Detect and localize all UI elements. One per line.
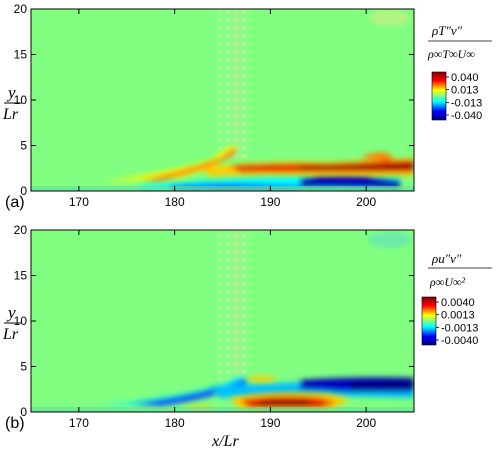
panel-b-colorbar-tick-label: -0.0013 bbox=[441, 322, 478, 334]
panel-a-positive-layer bbox=[100, 145, 414, 182]
panel-b-colorbar-tick-label: -0.0040 bbox=[441, 335, 478, 347]
panel-a-wave-core bbox=[232, 9, 242, 159]
panel-a-ytick-label: 20 bbox=[14, 2, 28, 16]
panel-b-xtick-label: 180 bbox=[165, 416, 185, 430]
panel-a-xtick-label: 200 bbox=[356, 195, 376, 209]
panel-b-colorbar-tick-label: 0.0040 bbox=[441, 297, 475, 309]
panel-a-field bbox=[31, 9, 414, 191]
panel-a-ylabel-top: y bbox=[6, 83, 16, 102]
panel-b-ytick-label: 20 bbox=[14, 223, 28, 237]
panel-a-wall-strip bbox=[31, 186, 414, 191]
panel-a-ytick-label: 10 bbox=[14, 93, 28, 107]
panel-a-colorbar-tick-label: 0.040 bbox=[451, 72, 479, 84]
panel-b-xtick-label: 200 bbox=[356, 416, 376, 430]
panel-b-ytick-label: 10 bbox=[14, 314, 28, 328]
panel-a-label: (a) bbox=[5, 194, 25, 211]
panel-a-ytick-label: 15 bbox=[14, 48, 28, 62]
panel-b-label: (b) bbox=[5, 415, 25, 432]
panel-a-upper-structure bbox=[370, 10, 410, 26]
panel-b-upper-structure bbox=[368, 232, 412, 248]
panel-a-ylabel-bottom: Lr bbox=[2, 106, 19, 123]
panel-b-negative-layer bbox=[100, 376, 414, 406]
panel-b-colorbar-tick-label: 0.0013 bbox=[441, 310, 475, 322]
panel-a-colorbar-title-denominator: ρ∞T∞U∞ bbox=[427, 47, 475, 61]
panel-a-xtick-label: 170 bbox=[69, 195, 89, 209]
panel-b-axes: 170 180 190 200 0 5 10 15 20 bbox=[14, 223, 414, 430]
panel-b-xtick-label: 190 bbox=[260, 416, 280, 430]
panel-a: 170 180 190 200 0 5 10 15 20 (a) y Lr ρT″v″ ρ∞T∞… bbox=[2, 2, 492, 211]
panel-a-xtick-label: 190 bbox=[260, 195, 280, 209]
panel-b-ytick-label: 0 bbox=[20, 405, 27, 419]
panel-b-xlabel: x/Lr bbox=[211, 433, 239, 450]
panel-a-ytick-label: 5 bbox=[20, 139, 27, 153]
panel-b-colorbar-title-numerator: ρu″v″ bbox=[431, 251, 462, 266]
panel-b-wave-core bbox=[232, 230, 242, 380]
panel-b-wall-strip bbox=[31, 407, 414, 412]
panel-b-field bbox=[31, 230, 414, 412]
panel-a-colorbar-tick-label: -0.013 bbox=[451, 97, 482, 109]
panel-b-xtick-label: 170 bbox=[69, 416, 89, 430]
panel-a-ytick-label: 0 bbox=[20, 184, 27, 198]
panel-b-ylabel-bottom: Lr bbox=[2, 326, 19, 343]
panel-a-xtick-label: 180 bbox=[165, 195, 185, 209]
panel-b: 170 180 190 200 0 5 10 15 20 (b) y Lr x/Lr ρu″v″… bbox=[2, 223, 492, 450]
panel-a-colorbar bbox=[431, 71, 447, 121]
panel-b-colorbar bbox=[421, 296, 437, 346]
panel-b-colorbar-title-denominator: ρ∞U∞² bbox=[429, 275, 466, 289]
panel-b-ytick-label: 5 bbox=[20, 360, 27, 374]
panel-a-colorbar-tick-label: 0.013 bbox=[451, 85, 479, 97]
panel-b-ylabel-top: y bbox=[6, 303, 16, 322]
panel-a-colorbar-title-numerator: ρT″v″ bbox=[431, 23, 463, 38]
panel-a-colorbar-tick-label: -0.040 bbox=[451, 110, 482, 122]
panel-b-ytick-label: 15 bbox=[14, 269, 28, 283]
